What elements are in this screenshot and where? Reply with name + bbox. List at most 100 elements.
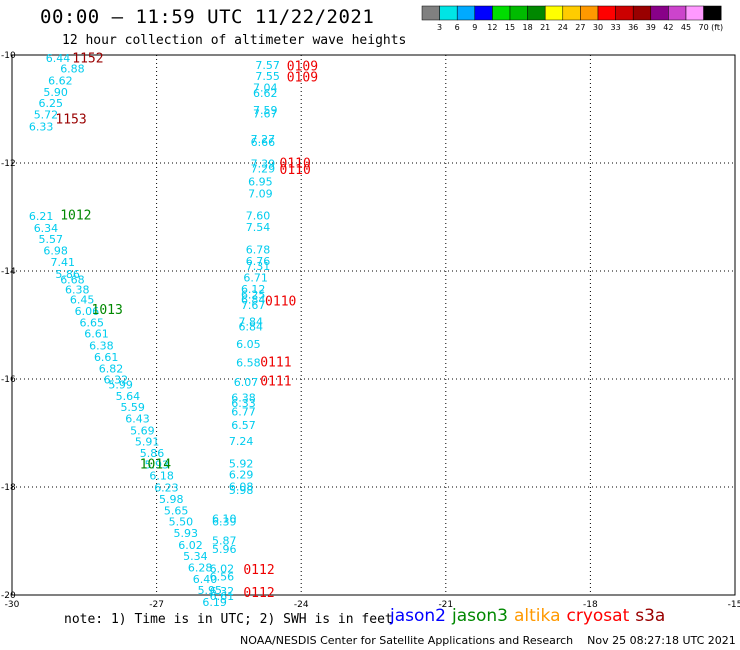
wave-height-label: 7.09 [248, 187, 273, 200]
wave-height-label: 6.25 [241, 288, 266, 301]
wave-height-label: 6.32 [210, 585, 235, 598]
color-scale-tick: 24 [558, 23, 568, 32]
wave-height-label: 6.56 [210, 571, 235, 584]
wave-height-label: 6.84 [239, 321, 263, 334]
color-scale-tick: 12 [487, 23, 497, 32]
wave-height-label: 6.84 [241, 294, 266, 307]
legend-item-jason2: jason2 [390, 606, 446, 626]
x-tick-label: -18 [583, 600, 598, 610]
wave-height-label: 5.98 [229, 484, 254, 497]
pass-number-label: 1013 [92, 303, 123, 318]
wave-height-label: 7.24 [229, 435, 254, 448]
wave-height-label: 6.76 [246, 255, 271, 268]
wave-height-label: 6.33 [29, 120, 54, 133]
wave-height-label: 7.27 [251, 133, 276, 146]
legend-item-cryosat: cryosat [566, 606, 630, 626]
x-tick-label: -15 [728, 600, 740, 610]
wave-height-label: 5.95 [198, 584, 223, 597]
wave-height-label: 7.31 [246, 260, 271, 273]
pass-number-label: 0109 [287, 59, 318, 74]
satellite-legend: jason2 jason3 altika cryosat s3a [390, 606, 671, 626]
color-scale-swatch [615, 5, 634, 21]
wave-height-label: 6.33 [231, 397, 256, 410]
wave-height-label: 6.08 [229, 481, 254, 494]
color-scale-swatch [509, 5, 528, 21]
wave-height-label: 6.38 [231, 391, 256, 404]
color-scale-tick: 33 [611, 23, 621, 32]
legend-item-altika: altika [514, 606, 561, 626]
wave-height-label: 6.38 [65, 283, 90, 296]
y-tick-label: -12 [1, 159, 16, 169]
wave-height-label: 5.69 [130, 424, 155, 437]
y-tick-label: -20 [1, 591, 16, 601]
footer-note: note: 1) Time is in UTC; 2) SWH is in fe… [64, 612, 393, 627]
color-scale-swatch [544, 5, 564, 21]
wave-height-label: 6.71 [243, 272, 267, 285]
color-scale-swatch [439, 5, 458, 21]
legend-item-s3a: s3a [635, 606, 666, 626]
color-scale-swatch [527, 5, 546, 21]
wave-height-label: 6.57 [231, 419, 256, 432]
wave-height-label: 6.21 [29, 210, 54, 223]
legend-item-jason3: jason3 [452, 606, 508, 626]
wave-height-label: 7.67 [241, 299, 266, 312]
wave-height-label: 6.28 [188, 562, 213, 575]
wave-height-label: 6.25 [39, 97, 64, 110]
color-scale-tick: 36 [628, 23, 638, 32]
pass-number-label: 1152 [72, 51, 103, 66]
color-scale-swatch [456, 5, 476, 21]
wave-height-label: 5.65 [164, 504, 189, 517]
color-scale-tick: 6 [455, 23, 460, 32]
wave-height-label: 6.18 [149, 470, 174, 483]
pass-number-label: 1014 [140, 457, 171, 472]
wave-height-label: 5.50 [169, 516, 194, 529]
wave-height-label: 6.95 [248, 175, 273, 188]
pass-number-label: 0112 [243, 586, 274, 601]
wave-height-label: 6.82 [99, 362, 124, 375]
wave-height-label: 5.64 [116, 390, 141, 403]
color-scale-swatch [685, 5, 704, 21]
pass-number-label: 1012 [60, 208, 91, 223]
pass-number-label: 0111 [260, 375, 291, 390]
wave-height-label: 6.65 [79, 316, 104, 329]
wave-height-label: 5.59 [120, 401, 145, 414]
wave-height-label: 5.93 [145, 458, 170, 471]
wave-height-label: 5.99 [108, 378, 132, 391]
wave-height-label: 6.43 [125, 413, 149, 426]
wave-height-label: 7.29 [251, 162, 276, 175]
wave-height-label: 5.98 [159, 493, 184, 506]
wave-height-label: 7.57 [255, 59, 280, 72]
color-scale-unit: (ft) [711, 23, 723, 32]
pass-number-label: 0110 [265, 294, 296, 309]
y-tick-label: -10 [1, 51, 16, 61]
y-tick-label: -18 [1, 483, 16, 493]
color-scale-tick: 3 [437, 23, 442, 32]
color-scale-swatch [703, 5, 722, 21]
color-scale-tick: 18 [523, 23, 533, 32]
color-scale-swatch [421, 5, 440, 21]
color-scale-tick: 15 [505, 23, 515, 32]
wave-height-label: 5.34 [183, 550, 208, 563]
wave-height-label: 6.23 [154, 482, 179, 495]
color-scale-tick: 30 [593, 23, 603, 32]
color-scale-swatch [492, 5, 511, 21]
wave-height-label: 6.06 [75, 305, 100, 318]
wave-height-label: 6.61 [84, 328, 109, 341]
wave-height-label: 6.07 [234, 376, 259, 389]
color-scale-swatch [580, 5, 599, 21]
chart-subtitle: 12 hour collection of altimeter wave hei… [62, 33, 407, 48]
wave-height-label: 7.54 [246, 221, 271, 234]
plot-frame [11, 54, 736, 596]
wave-height-label: 7.60 [246, 209, 271, 222]
wave-height-label: 6.68 [60, 274, 84, 287]
wave-height-label: 6.61 [94, 351, 119, 364]
y-tick-label: -16 [1, 375, 16, 385]
wave-height-label: 6.88 [60, 63, 84, 76]
x-tick-label: -30 [5, 600, 20, 610]
wave-height-label: 7.84 [239, 315, 263, 328]
wave-height-label: 6.78 [246, 243, 271, 256]
wave-height-label: 6.02 [210, 563, 235, 576]
wave-height-label: 5.96 [212, 543, 237, 556]
wave-height-label: 6.29 [229, 469, 254, 482]
